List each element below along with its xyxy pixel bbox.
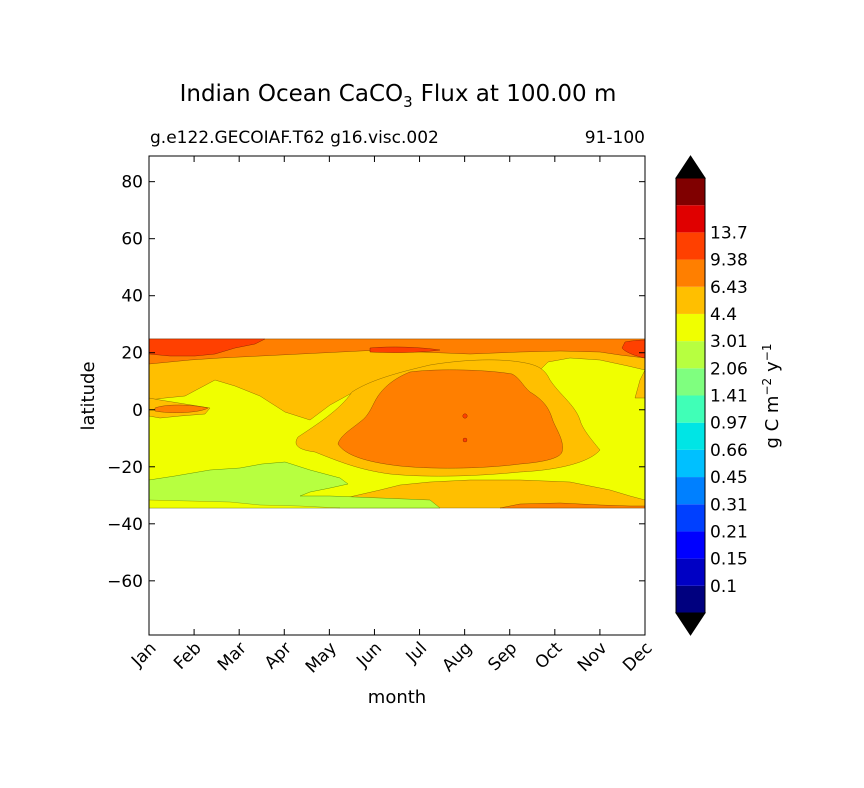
colorbar-segment — [676, 395, 705, 423]
x-tick-label: Oct — [531, 638, 566, 673]
x-tick-label: Aug — [439, 638, 477, 676]
colorbar-segment — [676, 286, 705, 314]
chart-title: Indian Ocean CaCO3 Flux at 100.00 m — [180, 81, 617, 111]
plot-frame — [148, 155, 646, 636]
x-tick-label: Apr — [261, 638, 296, 673]
colorbar-level-label: 6.43 — [710, 278, 748, 298]
y-tick-label: 20 — [121, 344, 143, 364]
colorbar-segment — [676, 585, 705, 613]
colorbar-level-label: 0.66 — [710, 441, 748, 461]
x-tick-label: Nov — [574, 638, 612, 676]
colorbar-over-arrow — [675, 155, 706, 179]
x-tick-label: Jun — [352, 638, 386, 672]
colorbar-label-unit: y — [762, 361, 783, 372]
colorbar-level-label: 3.01 — [710, 332, 748, 352]
x-tick-label: Feb — [170, 638, 205, 673]
contour-dot-2 — [462, 437, 468, 443]
colorbar-segment — [676, 558, 705, 586]
x-tick-label: Sep — [484, 638, 521, 675]
y-tick-label: 0 — [132, 401, 143, 421]
y-tick-label: −60 — [107, 572, 143, 592]
colorbar-level-label: 4.4 — [710, 305, 737, 325]
x-axis-label: month — [368, 687, 426, 708]
x-tick-label: May — [302, 638, 341, 677]
contour-region-west-patch — [154, 404, 209, 413]
x-tick-label: Mar — [214, 638, 251, 675]
colorbar-level-label: 13.7 — [710, 223, 748, 243]
colorbar-segment — [676, 477, 705, 505]
contour-region-central-blob — [337, 369, 563, 469]
y-tick-label: 40 — [121, 287, 143, 307]
colorbar-under-arrow — [675, 612, 706, 636]
colorbar-segment — [676, 259, 705, 287]
y-tick-label: −20 — [107, 458, 143, 478]
contour-field — [149, 338, 645, 509]
colorbar-level-label: 0.97 — [710, 414, 748, 434]
y-axis-label: latitude — [78, 361, 99, 430]
contour-region-south-yellow — [149, 499, 341, 509]
x-tick-label: Jul — [402, 638, 431, 667]
y-tick-label: 60 — [121, 230, 143, 250]
subtitle-left: g.e122.GECOIAF.T62 g16.visc.002 — [150, 128, 439, 148]
colorbar-level-label: 0.45 — [710, 468, 748, 488]
y-axis: 80 60 40 20 0 −20 −40 −60 — [107, 173, 645, 592]
colorbar-segment — [676, 531, 705, 559]
subtitle-right: 91-100 — [585, 128, 645, 148]
contour-region-southwest-green — [149, 461, 441, 509]
colorbar-level-label: 0.21 — [710, 522, 748, 542]
x-tick-label: Dec — [619, 638, 656, 675]
contour-region-north-red-3 — [621, 339, 645, 359]
colorbar-segment — [676, 449, 705, 478]
colorbar-segment — [676, 368, 705, 396]
colorbar-level-label: 9.38 — [710, 251, 748, 271]
contour-region-south-strip — [499, 502, 645, 509]
colorbar-level-label: 2.06 — [710, 359, 748, 379]
colorbar-label-exp2: −1 — [760, 343, 774, 361]
colorbar-frame — [675, 177, 706, 614]
y-tick-label: −40 — [107, 515, 143, 535]
y-tick-label: 80 — [121, 173, 143, 193]
colorbar-segment — [676, 313, 705, 342]
contour-dot-1 — [462, 413, 468, 419]
colorbar-segment — [676, 422, 705, 450]
colorbar-label-exp1: −2 — [760, 378, 774, 396]
colorbar: 0.1 0.15 0.21 0.31 0.45 0.66 0.97 1.41 2.06 3.01 4… — [675, 155, 748, 636]
x-tick-label: Jan — [127, 638, 160, 671]
colorbar-segment — [676, 341, 705, 369]
colorbar-segment — [676, 178, 705, 206]
colorbar-level-label: 0.1 — [710, 577, 737, 597]
contour-region-north-red-2 — [369, 346, 441, 353]
colorbar-level-label: 1.41 — [710, 387, 748, 407]
colorbar-segment — [676, 205, 705, 233]
colorbar-segment — [676, 232, 705, 260]
colorbar-level-label: 0.15 — [710, 550, 748, 570]
plot-area: 80 60 40 20 0 −20 −40 −60 Jan Feb Mar Apr May Jun Jul… — [107, 155, 657, 677]
colorbar-label: g C m−2y−1 — [760, 343, 783, 448]
chart-title-suffix: Flux at 100.00 m — [421, 81, 617, 107]
contour-region-north-red — [149, 338, 266, 357]
contour-region-east-orange — [634, 369, 645, 399]
colorbar-level-label: 0.31 — [710, 495, 748, 515]
colorbar-segment — [676, 504, 705, 532]
chart-title-subscript: 3 — [403, 93, 413, 111]
